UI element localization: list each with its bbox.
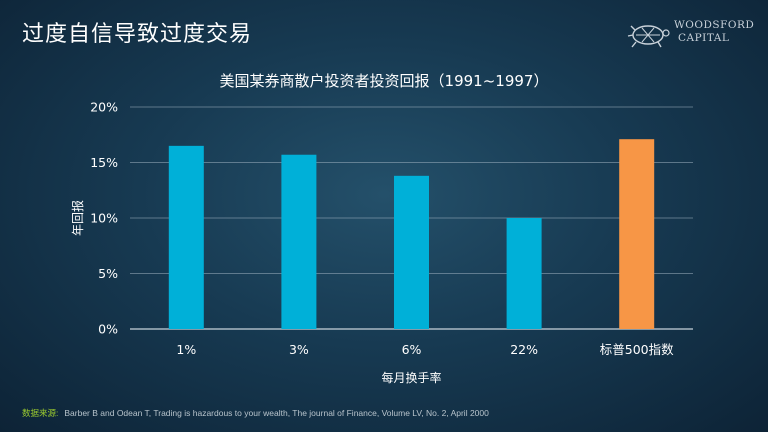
logo-line-2: Capital [678, 32, 730, 44]
source-label: 数据来源: [22, 408, 59, 418]
chart-title: 美国某券商散户投资者投资回报（1991~1997） [219, 72, 549, 90]
source-note: 数据来源: Barber B and Odean T, Trading is ha… [22, 407, 489, 419]
y-axis-title: 年回报 [70, 200, 85, 236]
y-tick-label: 15% [90, 155, 118, 170]
x-tick-label: 3% [289, 342, 309, 357]
bar [281, 154, 317, 329]
y-tick-label: 0% [98, 322, 118, 337]
x-axis-title: 每月换手率 [381, 370, 441, 385]
bar [394, 175, 429, 329]
logo-line-1: Woodsford [674, 19, 755, 31]
logo-text: Woodsford Capital [674, 19, 754, 45]
x-tick-label: 6% [402, 342, 422, 357]
x-tick-label: 标普500指数 [600, 342, 674, 357]
slide-title: 过度自信导致过度交易 [22, 22, 253, 47]
x-tick-label: 1% [176, 342, 196, 357]
bar [168, 145, 204, 329]
y-tick-label: 10% [90, 211, 118, 226]
turtle-logo-icon [627, 25, 670, 48]
bar [506, 218, 542, 329]
woodsford-logo: Woodsford Capital [626, 18, 762, 52]
x-tick-label: 22% [510, 342, 538, 357]
y-tick-label: 20% [90, 100, 118, 115]
y-tick-label: 5% [98, 266, 118, 281]
bar [619, 139, 655, 329]
source-text: Barber B and Odean T, Trading is hazardo… [64, 408, 489, 418]
